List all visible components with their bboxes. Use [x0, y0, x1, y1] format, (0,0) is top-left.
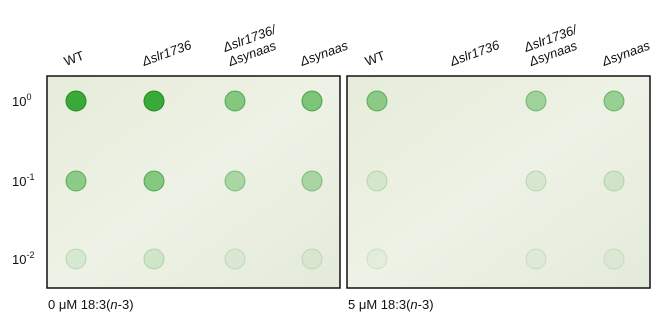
colony-spot	[367, 91, 387, 111]
colony-spot	[604, 171, 624, 191]
column-label: Δsynaas	[599, 37, 652, 69]
column-label-line: Δsynaas	[297, 37, 350, 69]
column-label-line: Δslr1736	[139, 37, 194, 69]
caption-part: 5 μM 18:3(	[348, 297, 411, 312]
column-label-line: WT	[62, 48, 86, 69]
column-label: WT	[363, 48, 387, 69]
caption-part: -3)	[118, 297, 134, 312]
colony-spot	[604, 91, 624, 111]
row-label: 100	[12, 92, 31, 109]
column-label: Δsynaas	[297, 37, 350, 69]
colony-spot	[66, 249, 86, 269]
colony-spot	[526, 249, 546, 269]
colony-spot	[144, 249, 164, 269]
colony-spot	[367, 249, 387, 269]
panel-caption: 0 μM 18:3(n-3)	[48, 297, 134, 312]
colony-spot	[302, 171, 322, 191]
row-exp: 0	[26, 92, 31, 102]
row-label: 10-1	[12, 172, 34, 189]
column-label-line: Δsynaas	[599, 37, 652, 69]
colony-spot	[225, 91, 245, 111]
column-label: Δslr1736	[139, 37, 194, 69]
plate-left	[47, 76, 340, 288]
colony-spot	[66, 171, 86, 191]
column-label-line: WT	[363, 48, 387, 69]
colony-spot	[302, 91, 322, 111]
column-label: Δslr1736	[447, 37, 502, 69]
row-exp: -2	[26, 250, 34, 260]
colony-spot	[144, 91, 164, 111]
row-base: 10	[12, 94, 26, 109]
column-label: Δslr1736/Δsynaas	[220, 21, 284, 69]
row-base: 10	[12, 174, 26, 189]
caption-part: -3)	[418, 297, 434, 312]
row-exp: -1	[26, 172, 34, 182]
row-label: 10-2	[12, 250, 34, 267]
colony-spot	[144, 171, 164, 191]
row-base: 10	[12, 252, 26, 267]
column-label: WT	[62, 48, 86, 69]
colony-spot	[604, 249, 624, 269]
caption-part: n	[110, 297, 117, 312]
figure: 10010-110-2WTΔslr1736Δslr1736/ΔsynaasΔsy…	[0, 0, 664, 321]
colony-spot	[526, 171, 546, 191]
colony-spot	[66, 91, 86, 111]
colony-spot	[302, 249, 322, 269]
column-label: Δslr1736/Δsynaas	[521, 21, 585, 69]
colony-spot	[225, 171, 245, 191]
colony-spot	[367, 171, 387, 191]
panel-caption: 5 μM 18:3(n-3)	[348, 297, 434, 312]
caption-part: n	[410, 297, 417, 312]
column-label-line: Δslr1736	[447, 37, 502, 69]
colony-spot	[225, 249, 245, 269]
colony-spot	[526, 91, 546, 111]
caption-part: 0 μM 18:3(	[48, 297, 111, 312]
